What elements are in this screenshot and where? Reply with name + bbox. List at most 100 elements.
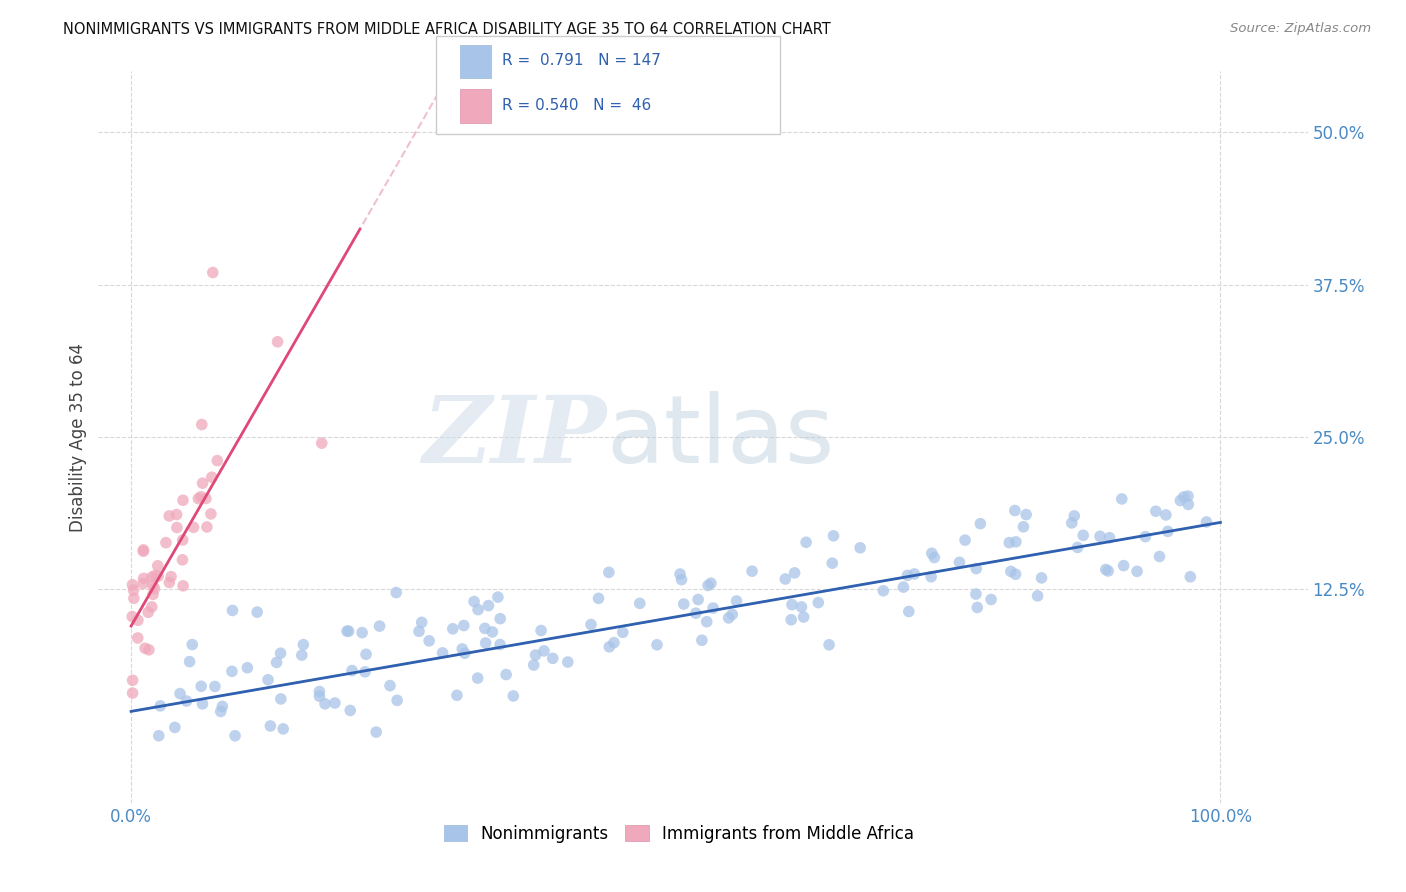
Point (121, 609, 143, 624)
Point (486, 590, 509, 604)
Point (211, 699, 233, 714)
Point (195, 520, 218, 534)
Point (292, 638, 315, 652)
Point (920, 570, 942, 584)
Point (352, 625, 374, 640)
Point (337, 624, 360, 639)
Point (354, 665, 377, 679)
Point (121, 578, 143, 592)
Point (270, 692, 292, 706)
Point (1012, 520, 1035, 534)
Point (191, 476, 214, 491)
Point (477, 599, 499, 613)
Point (378, 679, 401, 693)
Point (224, 729, 246, 743)
Point (146, 558, 169, 573)
Point (1154, 508, 1177, 522)
Point (690, 633, 713, 648)
Point (893, 580, 915, 594)
Point (132, 576, 155, 591)
Point (181, 638, 204, 652)
Point (339, 703, 361, 717)
Point (741, 564, 763, 578)
Point (717, 611, 740, 625)
Point (368, 619, 391, 633)
Point (142, 587, 165, 601)
Point (1173, 490, 1195, 504)
Point (780, 613, 803, 627)
Point (132, 544, 155, 558)
Point (481, 624, 503, 639)
Point (141, 570, 163, 584)
Point (948, 555, 970, 569)
Point (446, 688, 468, 702)
Point (190, 490, 212, 504)
Text: NONIMMIGRANTS VS IMMIGRANTS FROM MIDDLE AFRICA DISABILITY AGE 35 TO 64 CORRELATI: NONIMMIGRANTS VS IMMIGRANTS FROM MIDDLE … (63, 22, 831, 37)
Point (588, 591, 610, 606)
Point (209, 705, 232, 719)
Point (965, 587, 987, 601)
Point (201, 266, 224, 280)
Point (143, 568, 166, 582)
Point (541, 651, 564, 665)
Point (1004, 503, 1026, 517)
Point (172, 579, 194, 593)
Point (896, 568, 918, 582)
Point (953, 533, 976, 548)
Point (1026, 589, 1049, 603)
Point (134, 641, 156, 656)
Point (221, 603, 243, 617)
Point (166, 508, 188, 522)
Point (1097, 564, 1119, 578)
Point (980, 592, 1002, 607)
Point (645, 638, 668, 652)
Point (965, 561, 987, 575)
Point (160, 569, 183, 583)
Point (725, 594, 748, 608)
Point (157, 508, 180, 523)
Point (557, 655, 579, 669)
Point (1144, 504, 1167, 518)
Point (221, 665, 243, 679)
Point (166, 520, 188, 534)
Point (700, 576, 723, 591)
Point (141, 599, 163, 614)
Point (669, 567, 692, 582)
Point (794, 535, 817, 549)
Point (1170, 493, 1192, 508)
Point (502, 689, 524, 703)
Point (489, 612, 512, 626)
Point (685, 606, 707, 620)
Point (259, 719, 281, 733)
Text: ZIP: ZIP (422, 392, 606, 482)
Point (132, 571, 155, 585)
Point (138, 643, 160, 657)
Point (697, 578, 720, 592)
Point (127, 631, 149, 645)
Point (821, 556, 844, 570)
Point (432, 646, 454, 660)
Point (783, 566, 806, 580)
Point (463, 594, 485, 608)
Point (146, 569, 169, 583)
Point (308, 690, 330, 704)
Point (533, 644, 555, 658)
Point (603, 635, 626, 649)
Point (1005, 534, 1028, 549)
Point (122, 591, 145, 606)
Point (823, 529, 845, 543)
Legend: Nonimmigrants, Immigrants from Middle Africa: Nonimmigrants, Immigrants from Middle Af… (437, 818, 921, 849)
Point (132, 542, 155, 557)
Point (121, 686, 143, 700)
Point (340, 664, 363, 678)
Point (467, 602, 489, 616)
Point (190, 679, 212, 693)
Point (451, 641, 474, 656)
Point (1015, 508, 1038, 522)
Point (775, 572, 797, 586)
Point (142, 578, 165, 592)
Point (204, 680, 226, 694)
Point (1135, 530, 1157, 544)
Point (702, 601, 724, 615)
Point (148, 729, 170, 743)
